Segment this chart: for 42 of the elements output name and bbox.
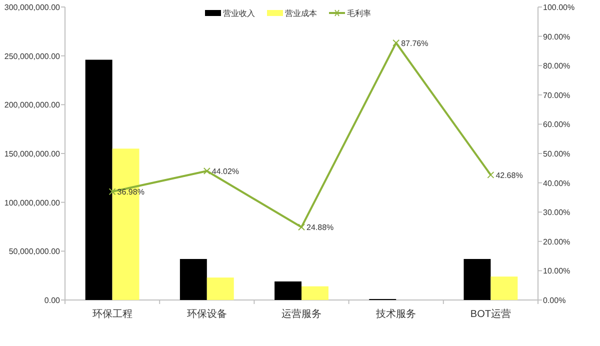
y-tick-label: 100,000,000.00 bbox=[4, 198, 61, 208]
data-label: 42.68% bbox=[496, 170, 523, 180]
y2-tick-label: 80.00% bbox=[543, 62, 570, 71]
legend-label: 营业收入 bbox=[223, 9, 255, 18]
data-label: 24.88% bbox=[306, 223, 334, 232]
x-tick-label: 环保设备 bbox=[186, 308, 227, 320]
y2-tick-label: 40.00% bbox=[543, 178, 570, 188]
bar bbox=[464, 258, 491, 300]
y-tick-label: 0.00 bbox=[44, 296, 61, 305]
point bbox=[108, 188, 116, 196]
bar bbox=[274, 281, 302, 300]
x-tick-label: BOT运营 bbox=[470, 308, 511, 320]
y2-tick-label: 100.00% bbox=[543, 3, 575, 12]
y2-tick-label: 0.00% bbox=[543, 296, 566, 305]
bar bbox=[85, 60, 112, 300]
y2-tick-label: 50.00% bbox=[543, 150, 570, 158]
bar bbox=[206, 278, 234, 300]
y-tick-label: 250,000,000.00 bbox=[4, 52, 61, 61]
bar bbox=[302, 286, 328, 300]
point bbox=[298, 224, 305, 231]
y2-tick-label: 60.00% bbox=[543, 120, 570, 130]
legend-label: 营业成本 bbox=[285, 9, 317, 18]
legend-label: 毛利率 bbox=[347, 9, 371, 18]
y2-tick-label: 90.00% bbox=[543, 32, 570, 42]
point bbox=[203, 168, 210, 175]
y2-tick-label: 70.00% bbox=[543, 90, 570, 100]
bar bbox=[180, 258, 207, 300]
data-label: 87.76% bbox=[401, 38, 428, 48]
data-label: 44.02% bbox=[212, 167, 240, 176]
y2-tick-label: 20.00% bbox=[543, 237, 570, 246]
x-tick-label: 技术服务 bbox=[375, 308, 416, 320]
y-tick-label: 300,000,000.00 bbox=[4, 3, 61, 12]
bar bbox=[490, 276, 518, 300]
y-tick-label: 150,000,000.00 bbox=[4, 150, 61, 158]
x-tick-label: 运营服务 bbox=[282, 308, 322, 320]
y2-tick-label: 10.00% bbox=[543, 266, 570, 276]
y2-tick-label: 30.00% bbox=[543, 208, 570, 218]
y-tick-label: 50,000,000.00 bbox=[8, 247, 61, 256]
point bbox=[487, 171, 494, 178]
x-tick-label: 环保工程 bbox=[92, 309, 132, 320]
point bbox=[392, 39, 400, 46]
y-tick-label: 200,000,000.00 bbox=[4, 100, 61, 110]
